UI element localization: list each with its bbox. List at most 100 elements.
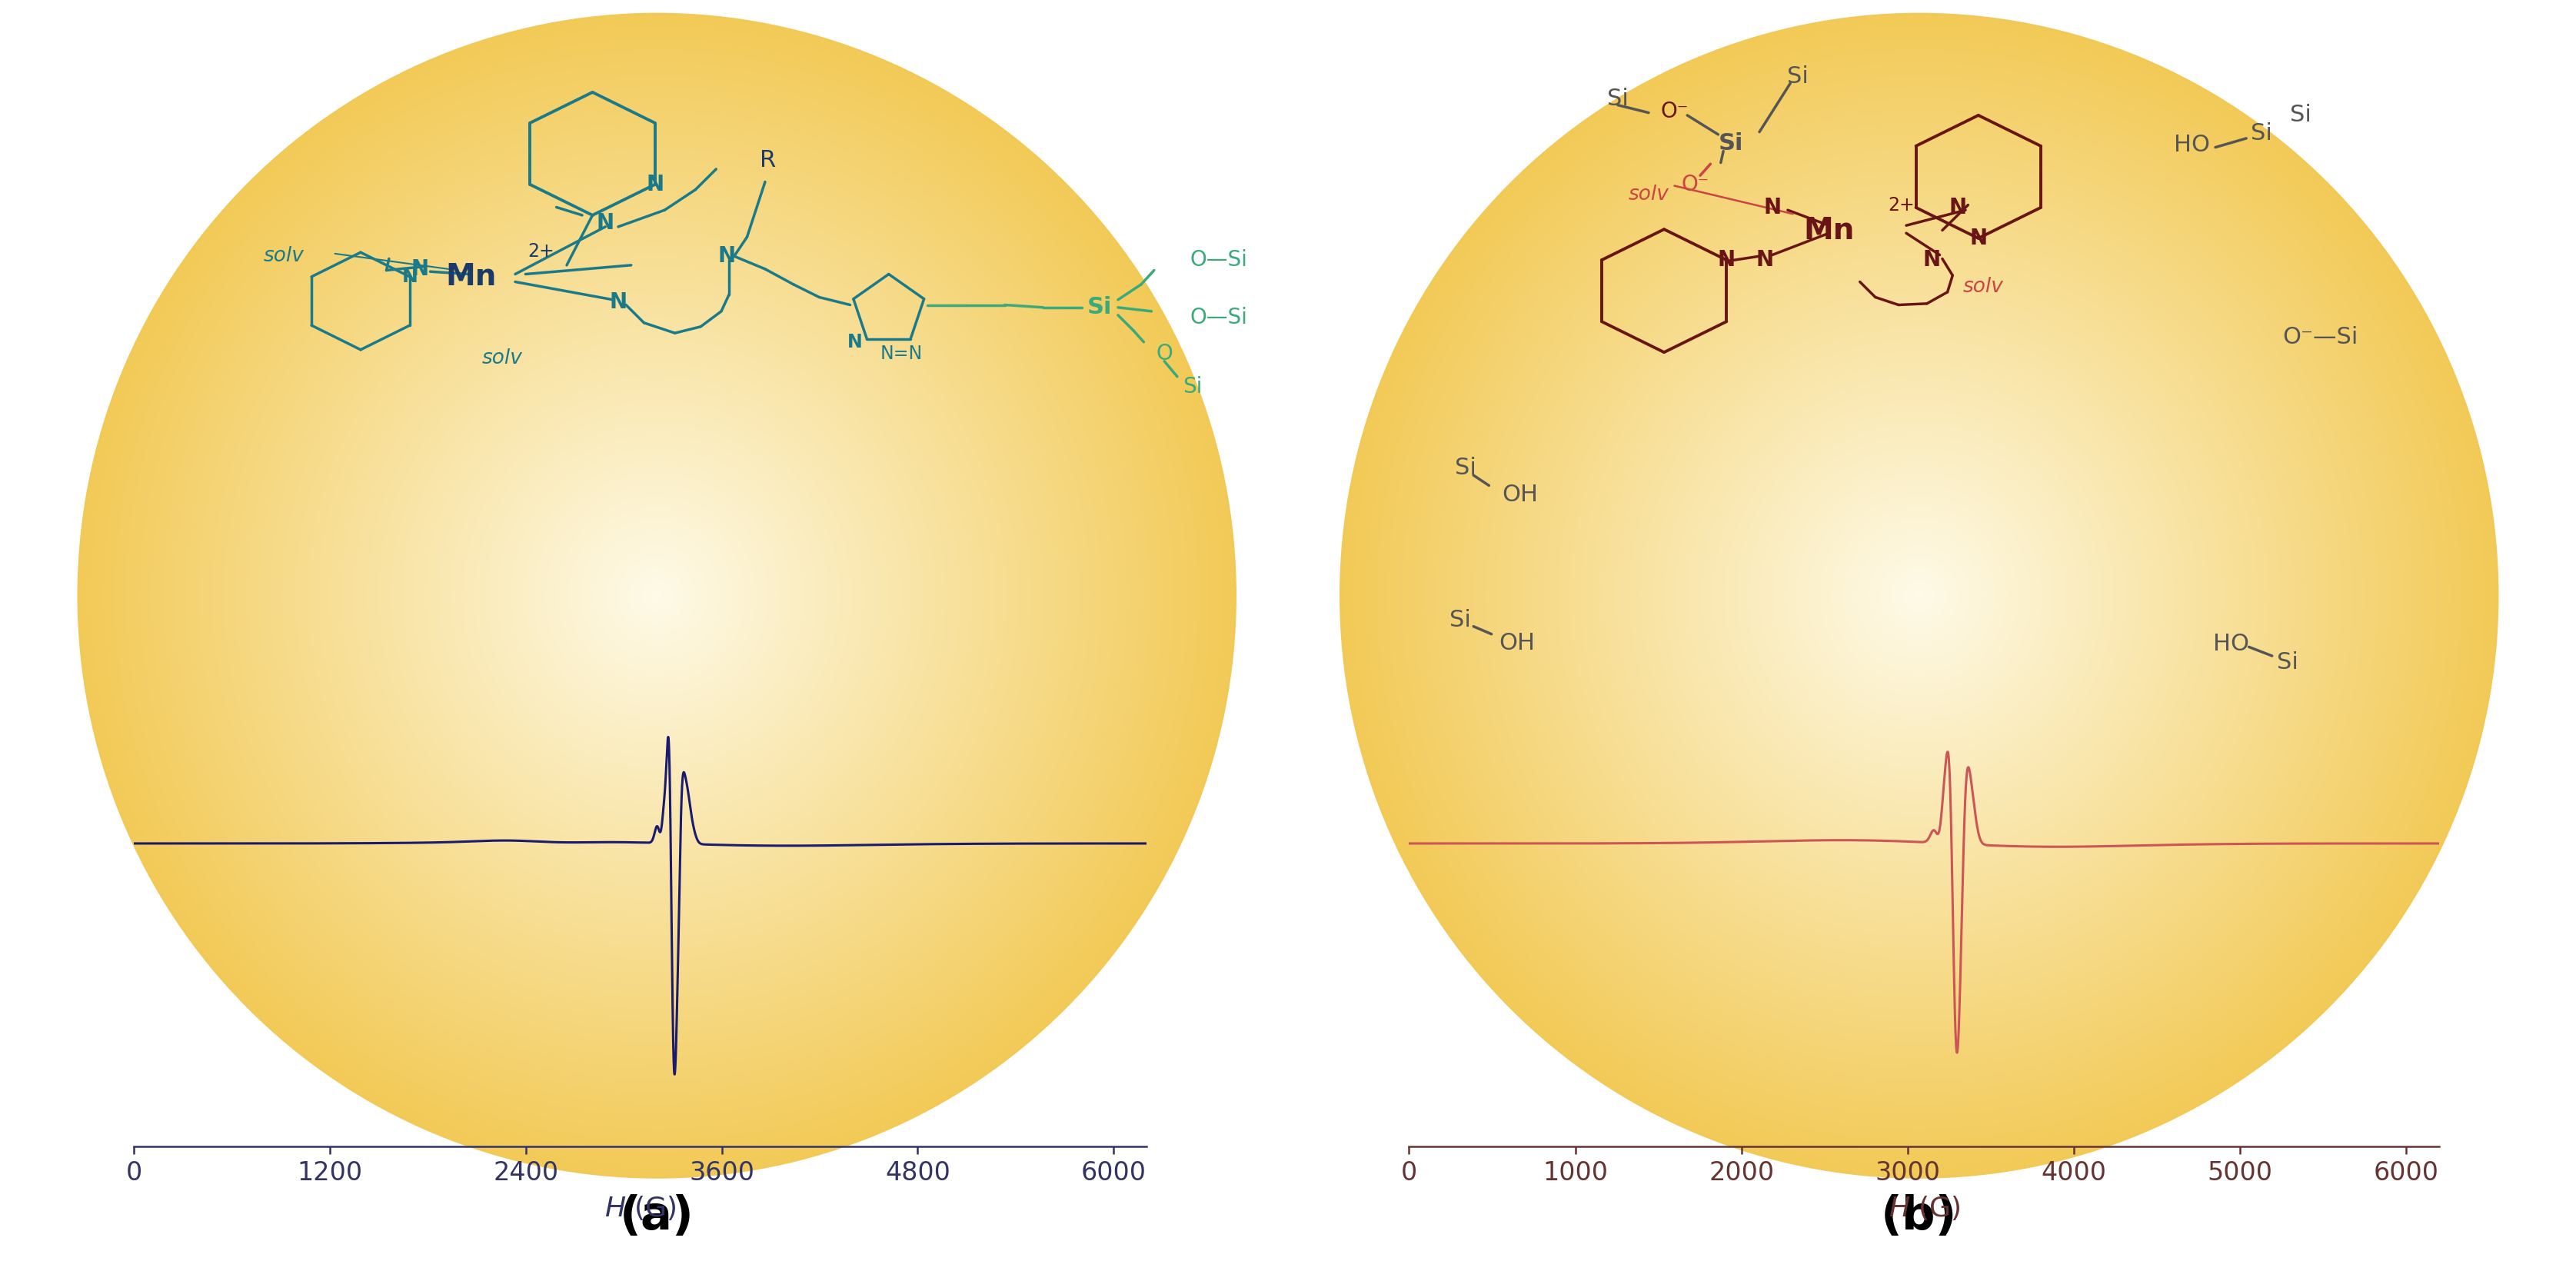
Text: N: N: [598, 213, 613, 233]
Ellipse shape: [312, 249, 1002, 943]
Ellipse shape: [222, 158, 1092, 1034]
Ellipse shape: [440, 379, 873, 812]
Ellipse shape: [366, 302, 948, 889]
Ellipse shape: [1875, 551, 1963, 640]
Ellipse shape: [510, 448, 804, 743]
Ellipse shape: [626, 565, 688, 626]
Ellipse shape: [466, 405, 848, 787]
Ellipse shape: [603, 542, 711, 649]
Ellipse shape: [1747, 423, 2092, 769]
Ellipse shape: [608, 547, 706, 644]
Ellipse shape: [435, 371, 878, 820]
Ellipse shape: [157, 95, 1154, 1097]
Text: solv: solv: [482, 348, 523, 369]
Ellipse shape: [1775, 451, 2063, 740]
Ellipse shape: [1842, 519, 1996, 673]
Ellipse shape: [126, 61, 1188, 1130]
Ellipse shape: [1528, 201, 2311, 990]
Ellipse shape: [469, 407, 845, 784]
Ellipse shape: [1656, 332, 2182, 860]
Ellipse shape: [1571, 246, 2267, 945]
Ellipse shape: [343, 281, 971, 911]
Ellipse shape: [237, 174, 1077, 1017]
Ellipse shape: [247, 183, 1066, 1008]
Ellipse shape: [77, 13, 1236, 1179]
Ellipse shape: [113, 50, 1200, 1141]
Ellipse shape: [1422, 97, 2416, 1094]
Ellipse shape: [1378, 53, 2460, 1139]
Ellipse shape: [1412, 85, 2427, 1107]
Ellipse shape: [644, 582, 670, 610]
Ellipse shape: [319, 257, 994, 934]
Ellipse shape: [1888, 565, 1950, 626]
Ellipse shape: [1793, 468, 2045, 724]
Ellipse shape: [464, 402, 850, 789]
Ellipse shape: [82, 18, 1231, 1173]
Ellipse shape: [1677, 351, 2161, 840]
Ellipse shape: [551, 488, 762, 703]
Ellipse shape: [384, 320, 930, 871]
Ellipse shape: [1726, 402, 2112, 789]
Ellipse shape: [1577, 251, 2262, 940]
Ellipse shape: [420, 357, 894, 834]
Ellipse shape: [500, 437, 814, 755]
Ellipse shape: [188, 124, 1126, 1067]
Ellipse shape: [1497, 172, 2342, 1020]
Ellipse shape: [1705, 382, 2133, 810]
Ellipse shape: [1886, 561, 1955, 630]
Ellipse shape: [1734, 409, 2105, 783]
Ellipse shape: [1535, 211, 2303, 980]
Text: solv: solv: [1628, 184, 1669, 205]
Ellipse shape: [1821, 498, 2017, 693]
Ellipse shape: [229, 167, 1084, 1025]
Text: 2+: 2+: [1888, 196, 1914, 214]
Text: Mn: Mn: [446, 263, 497, 291]
Ellipse shape: [1504, 178, 2334, 1013]
Ellipse shape: [515, 453, 799, 738]
Ellipse shape: [1736, 411, 2102, 780]
Ellipse shape: [1783, 459, 2056, 733]
Ellipse shape: [1553, 227, 2285, 965]
Ellipse shape: [1667, 342, 2172, 849]
Ellipse shape: [191, 127, 1123, 1065]
Ellipse shape: [1561, 234, 2277, 957]
Ellipse shape: [1741, 416, 2097, 775]
Ellipse shape: [1646, 320, 2192, 871]
Ellipse shape: [111, 45, 1203, 1146]
Ellipse shape: [232, 169, 1082, 1022]
Text: N: N: [402, 268, 417, 286]
Text: 2+: 2+: [528, 242, 554, 260]
Ellipse shape: [618, 556, 696, 635]
Ellipse shape: [88, 22, 1226, 1170]
Ellipse shape: [1340, 13, 2499, 1179]
Ellipse shape: [1649, 323, 2190, 869]
Ellipse shape: [1406, 81, 2432, 1111]
Ellipse shape: [1749, 425, 2089, 766]
Ellipse shape: [399, 337, 914, 854]
Ellipse shape: [1806, 482, 2032, 710]
Ellipse shape: [1793, 470, 2045, 721]
Ellipse shape: [273, 211, 1041, 980]
Ellipse shape: [1417, 90, 2421, 1102]
Text: R: R: [760, 149, 775, 172]
Ellipse shape: [1703, 379, 2136, 812]
Ellipse shape: [1409, 83, 2429, 1108]
Ellipse shape: [379, 316, 935, 875]
Ellipse shape: [289, 225, 1025, 966]
Ellipse shape: [183, 120, 1131, 1071]
Ellipse shape: [90, 27, 1224, 1164]
Ellipse shape: [1463, 136, 2375, 1056]
Ellipse shape: [1832, 507, 2007, 684]
Ellipse shape: [1721, 395, 2117, 797]
Ellipse shape: [93, 29, 1221, 1162]
Ellipse shape: [551, 491, 762, 701]
Ellipse shape: [621, 559, 693, 633]
Ellipse shape: [1507, 181, 2331, 1011]
Ellipse shape: [340, 277, 974, 915]
Ellipse shape: [281, 218, 1033, 974]
Ellipse shape: [623, 561, 690, 630]
Ellipse shape: [1672, 346, 2166, 845]
Ellipse shape: [1414, 87, 2424, 1104]
Ellipse shape: [1770, 447, 2069, 744]
Ellipse shape: [155, 90, 1159, 1102]
